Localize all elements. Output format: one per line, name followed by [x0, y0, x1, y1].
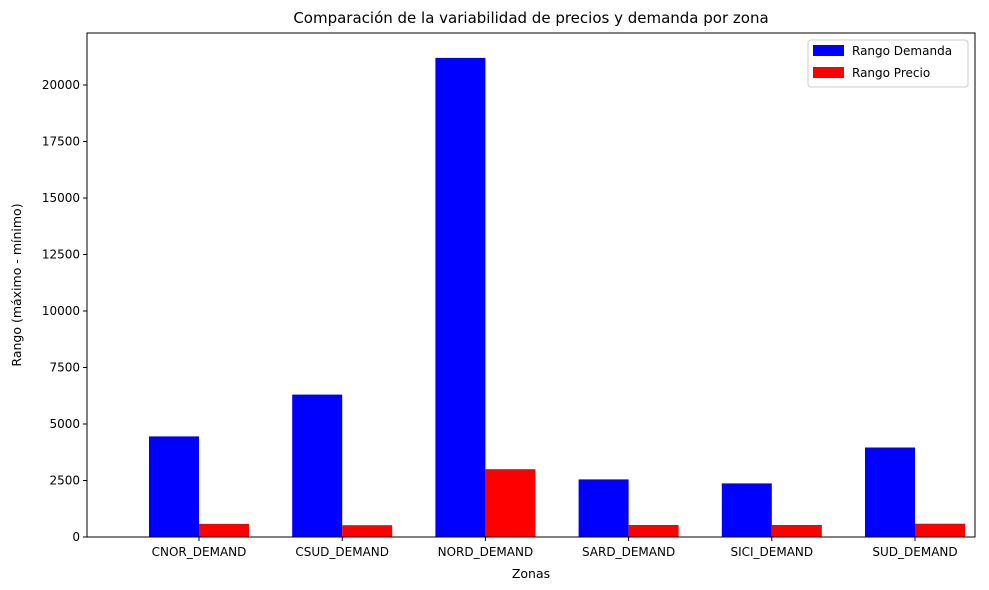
- x-axis-title: Zonas: [512, 566, 550, 581]
- y-tick-label: 5000: [49, 417, 80, 431]
- x-tick-label: NORD_DEMAND: [438, 545, 534, 559]
- bar-precio-sici-demand: [771, 525, 822, 537]
- y-axis: 0 2500 5000 7500 10000 12500 15000 17500 20000: [42, 78, 87, 544]
- y-axis-title: Rango (máximo - mínimo): [9, 203, 24, 366]
- chart-title: Comparación de la variabilidad de precio…: [293, 9, 768, 27]
- legend-swatch-demanda: [813, 45, 844, 56]
- bar-demanda-sard-demand: [578, 479, 629, 537]
- bar-demanda-sici-demand: [721, 483, 772, 537]
- bar-demanda-cnor-demand: [149, 436, 199, 537]
- legend-label-demanda: Rango Demanda: [852, 44, 952, 58]
- bar-precio-cnor-demand: [199, 523, 249, 537]
- y-tick-label: 10000: [42, 304, 80, 318]
- y-tick-label: 12500: [42, 247, 80, 261]
- legend: Rango Demanda Rango Precio: [807, 39, 969, 88]
- bar-precio-sard-demand: [628, 525, 679, 537]
- bar-demanda-sud-demand: [865, 447, 915, 537]
- x-tick-label: SARD_DEMAND: [582, 545, 675, 559]
- y-tick-label: 2500: [49, 473, 80, 487]
- x-tick-label: SUD_DEMAND: [872, 545, 957, 559]
- x-tick-label: CSUD_DEMAND: [295, 545, 389, 559]
- bar-precio-nord-demand: [485, 469, 536, 537]
- plot-frame: [86, 32, 976, 538]
- legend-label-precio: Rango Precio: [852, 66, 930, 80]
- bar-precio-csud-demand: [342, 525, 393, 537]
- bar-precio-sud-demand: [915, 523, 965, 537]
- x-tick-label: SICI_DEMAND: [730, 545, 813, 559]
- y-tick-label: 17500: [42, 134, 80, 148]
- bar-demanda-nord-demand: [435, 57, 486, 538]
- bar-demanda-csud-demand: [292, 394, 343, 537]
- x-tick-label: CNOR_DEMAND: [152, 545, 247, 559]
- legend-box: [807, 39, 969, 88]
- plot-area: [149, 57, 965, 538]
- x-axis: CNOR_DEMAND CSUD_DEMAND NORD_DEMAND SARD_DE…: [152, 537, 958, 559]
- y-tick-label: 15000: [42, 191, 80, 205]
- legend-swatch-precio: [813, 67, 844, 78]
- y-tick-label: 20000: [42, 78, 80, 92]
- y-tick-label: 7500: [49, 360, 80, 374]
- y-tick-label: 0: [72, 530, 80, 544]
